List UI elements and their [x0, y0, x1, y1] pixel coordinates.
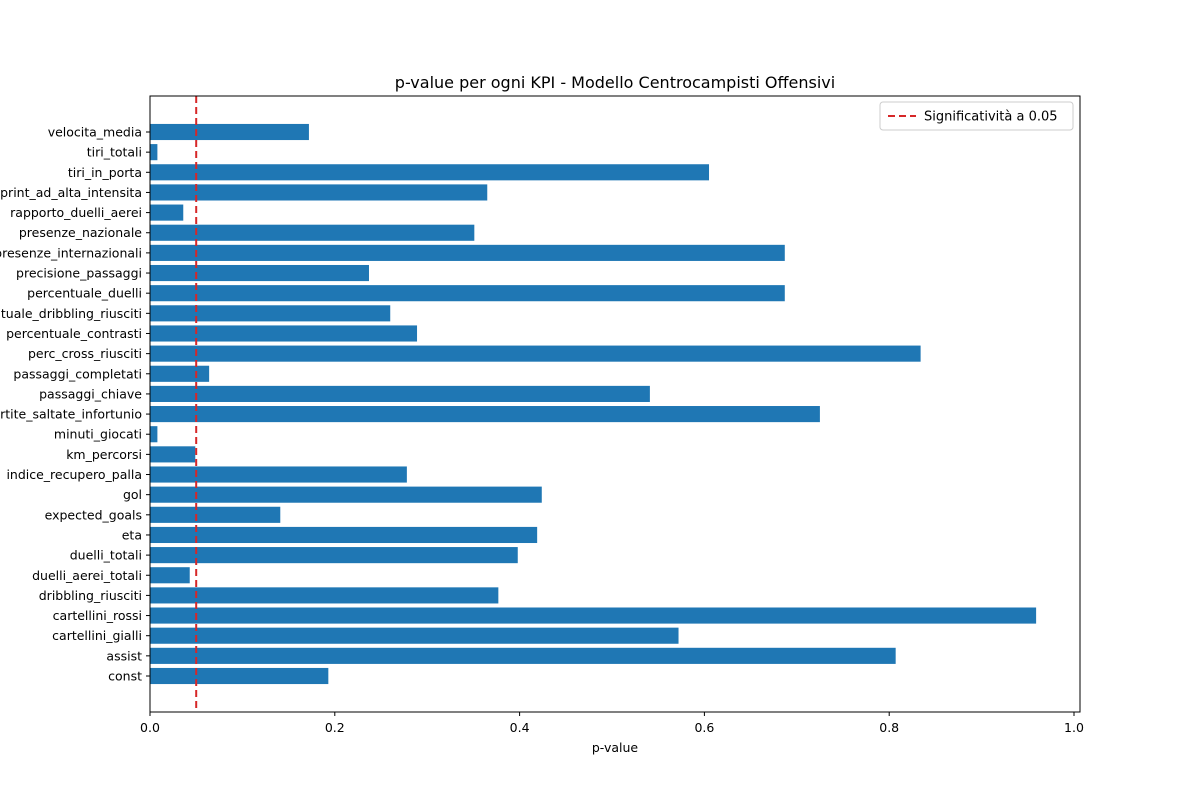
bar-perc_cross_riusciti: [150, 345, 921, 362]
legend: Significatività a 0.05: [879, 101, 1074, 131]
bar-expected_goals: [150, 506, 281, 523]
y-tick-label: cartellini_gialli: [52, 628, 142, 643]
bar-passaggi_chiave: [150, 385, 650, 402]
y-tick-label: percentuale_dribbling_riusciti: [0, 306, 142, 321]
y-tick-label: const: [108, 669, 142, 684]
legend-box: [879, 101, 1074, 131]
y-tick-label: precisione_passaggi: [16, 266, 142, 281]
bar-assist: [150, 647, 896, 664]
plot-area: [150, 96, 1037, 712]
bar-duelli_aerei_totali: [150, 567, 190, 584]
y-tick-label: expected_goals: [45, 507, 142, 522]
y-tick-label: assist: [106, 648, 142, 663]
x-axis-label: p-value: [592, 740, 639, 755]
bar-partite_saltate_infortunio: [150, 406, 820, 423]
y-tick-label: indice_recupero_palla: [6, 467, 142, 482]
x-tick-label: 0.6: [694, 720, 714, 735]
bar-sprint_ad_alta_intensita: [150, 184, 488, 201]
y-tick-label: eta: [122, 527, 142, 542]
bar-cartellini_rossi: [150, 607, 1037, 624]
bar-presenze_internazionali: [150, 244, 785, 261]
bar-percentuale_contrasti: [150, 325, 418, 342]
y-tick-label: percentuale_contrasti: [6, 326, 142, 341]
y-tick-label: gol: [123, 487, 142, 502]
bar-km_percorsi: [150, 446, 196, 463]
legend-threshold-label: Significatività a 0.05: [924, 110, 1058, 125]
y-tick-label: km_percorsi: [66, 447, 142, 462]
y-tick-label: percentuale_duelli: [27, 286, 142, 301]
y-tick-label: passaggi_chiave: [39, 386, 142, 401]
plot-frame: [149, 95, 1081, 713]
y-tick-label: velocita_media: [48, 125, 142, 140]
bar-presenze_nazionale: [150, 224, 475, 241]
bar-tiri_totali: [150, 144, 158, 161]
y-tick-label: minuti_giocati: [54, 427, 142, 442]
x-tick-label: 0.4: [510, 720, 530, 735]
chart-title: p-value per ogni KPI - Modello Centrocam…: [395, 73, 835, 92]
y-tick-label: tiri_in_porta: [68, 165, 142, 180]
y-tick-label: duelli_aerei_totali: [32, 568, 142, 583]
y-tick-label: rapporto_duelli_aerei: [10, 205, 142, 220]
y-tick-label: perc_cross_riusciti: [28, 346, 142, 361]
bar-percentuale_duelli: [150, 285, 785, 302]
bar-gol: [150, 486, 542, 503]
x-tick-label: 0.0: [140, 720, 160, 735]
bar-rapporto_duelli_aerei: [150, 204, 184, 221]
bar-percentuale_dribbling_riusciti: [150, 305, 391, 322]
bar-passaggi_completati: [150, 365, 210, 382]
y-tick-label: dribbling_riusciti: [39, 588, 142, 603]
y-tick-label: passaggi_completati: [13, 366, 142, 381]
x-tick-label: 0.8: [879, 720, 899, 735]
bar-cartellini_gialli: [150, 627, 679, 644]
bar-minuti_giocati: [150, 426, 158, 443]
axes: velocita_media tiri_totali tiri_in_portasp…: [0, 95, 1084, 735]
y-tick-label: sprint_ad_alta_intensita: [0, 185, 142, 200]
bar-dribbling_riusciti: [150, 587, 499, 604]
bar-indice_recupero_palla: [150, 466, 407, 483]
bar-velocita_media: [150, 123, 309, 141]
y-tick-label: duelli_totali: [70, 548, 142, 563]
y-tick-label: presenze_nazionale: [19, 225, 142, 240]
x-tick-label: 1.0: [1064, 720, 1084, 735]
bar-duelli_totali: [150, 547, 518, 564]
x-tick-label: 0.2: [325, 720, 345, 735]
bar-tiri_in_porta: [150, 164, 710, 181]
bar-eta: [150, 526, 538, 544]
y-tick-label: cartellini_rossi: [53, 608, 142, 623]
bar-precisione_passaggi: [150, 264, 369, 282]
y-tick-label: partite_saltate_infortunio: [0, 407, 142, 422]
bar-const: [150, 667, 329, 685]
y-tick-label: tiri_totali: [87, 145, 142, 160]
y-tick-label: presenze_internazionali: [0, 245, 142, 260]
